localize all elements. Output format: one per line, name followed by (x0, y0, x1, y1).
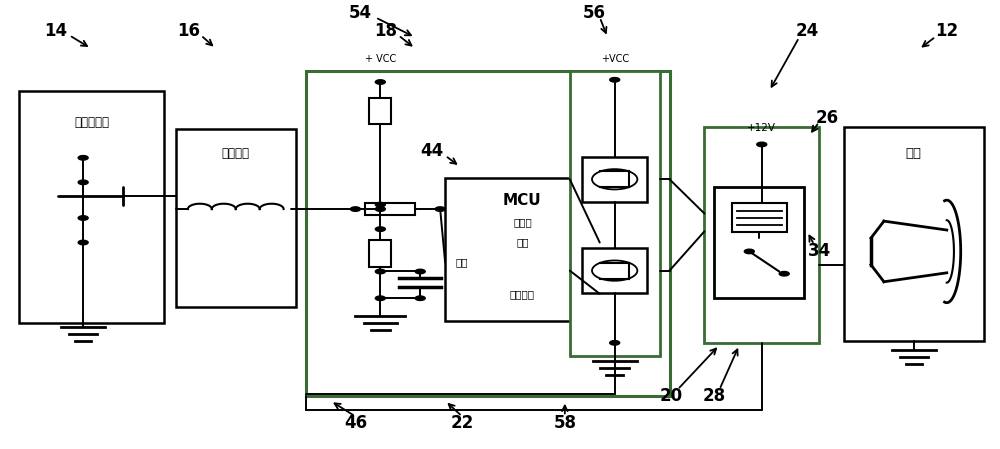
Circle shape (610, 78, 620, 82)
Text: + VCC: + VCC (365, 54, 396, 64)
Circle shape (592, 169, 637, 189)
Text: +VCC: +VCC (601, 54, 629, 64)
Text: 56: 56 (583, 4, 606, 22)
Text: 鐘表彈簧: 鐘表彈簧 (222, 147, 250, 160)
Bar (445, 178, 600, 321)
Circle shape (435, 207, 445, 211)
Bar (844, 127, 984, 341)
Circle shape (78, 240, 88, 245)
Circle shape (610, 341, 620, 345)
Circle shape (415, 296, 425, 300)
Text: 24: 24 (796, 22, 819, 40)
Bar (714, 187, 804, 298)
Text: 46: 46 (344, 414, 367, 432)
Bar (365, 203, 415, 216)
Bar (369, 97, 391, 124)
Circle shape (592, 260, 637, 281)
Circle shape (78, 180, 88, 185)
Circle shape (375, 227, 385, 231)
Text: 18: 18 (374, 22, 397, 40)
Circle shape (375, 202, 385, 207)
Bar (582, 248, 647, 293)
Text: 22: 22 (450, 414, 474, 432)
Bar (732, 203, 787, 233)
Circle shape (375, 207, 385, 211)
Circle shape (744, 249, 754, 254)
Text: 54: 54 (349, 4, 372, 22)
Text: （警報）: （警報） (510, 289, 535, 299)
Bar (704, 127, 819, 343)
Circle shape (350, 207, 360, 211)
Circle shape (78, 216, 88, 220)
Circle shape (415, 269, 425, 274)
Circle shape (757, 142, 767, 147)
Bar (306, 71, 670, 396)
Text: +12V: +12V (747, 123, 776, 133)
Text: 輸出: 輸出 (516, 238, 529, 247)
Text: 繼電器: 繼電器 (513, 217, 532, 228)
Bar (582, 157, 647, 202)
Bar (369, 240, 391, 267)
Text: 12: 12 (935, 22, 958, 40)
Text: 58: 58 (553, 414, 576, 432)
Text: 20: 20 (660, 387, 683, 405)
Circle shape (375, 80, 385, 84)
Circle shape (779, 272, 789, 276)
Text: 14: 14 (45, 22, 68, 40)
Text: 28: 28 (703, 387, 726, 405)
Bar (19, 91, 164, 323)
Text: 16: 16 (177, 22, 200, 40)
Bar (176, 129, 296, 307)
Circle shape (78, 155, 88, 160)
Text: 34: 34 (807, 242, 831, 260)
Text: 喇叭: 喇叭 (906, 147, 922, 160)
Text: 44: 44 (421, 142, 444, 160)
Text: 喇叭墊開關: 喇叭墊開關 (74, 116, 109, 128)
Circle shape (375, 269, 385, 274)
Text: 26: 26 (816, 109, 839, 127)
Text: 讀取: 讀取 (455, 258, 468, 268)
Bar (570, 71, 660, 356)
Circle shape (375, 296, 385, 300)
Text: MCU: MCU (503, 193, 542, 207)
